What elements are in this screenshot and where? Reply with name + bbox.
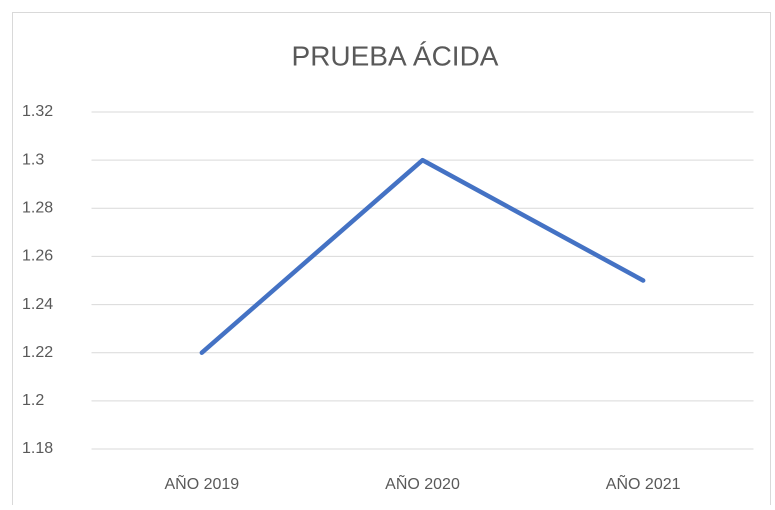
y-tick-label: 1.22 bbox=[22, 344, 53, 361]
y-tick-label: 1.2 bbox=[22, 392, 44, 409]
y-tick-label: 1.32 bbox=[22, 103, 53, 120]
data-line bbox=[199, 157, 646, 355]
x-tick-label: AÑO 2021 bbox=[606, 473, 681, 493]
y-tick-label: 1.18 bbox=[22, 440, 53, 457]
chart-title: PRUEBA ÁCIDA bbox=[292, 40, 499, 71]
y-tick-label: 1.24 bbox=[22, 296, 53, 313]
y-tick-label: 1.26 bbox=[22, 248, 53, 265]
y-tick-label: 1.3 bbox=[22, 151, 44, 168]
chart-frame bbox=[12, 12, 771, 510]
y-tick-label: 1.28 bbox=[22, 200, 53, 217]
x-tick-label: AÑO 2020 bbox=[385, 473, 460, 493]
x-tick-label: AÑO 2019 bbox=[164, 473, 239, 493]
